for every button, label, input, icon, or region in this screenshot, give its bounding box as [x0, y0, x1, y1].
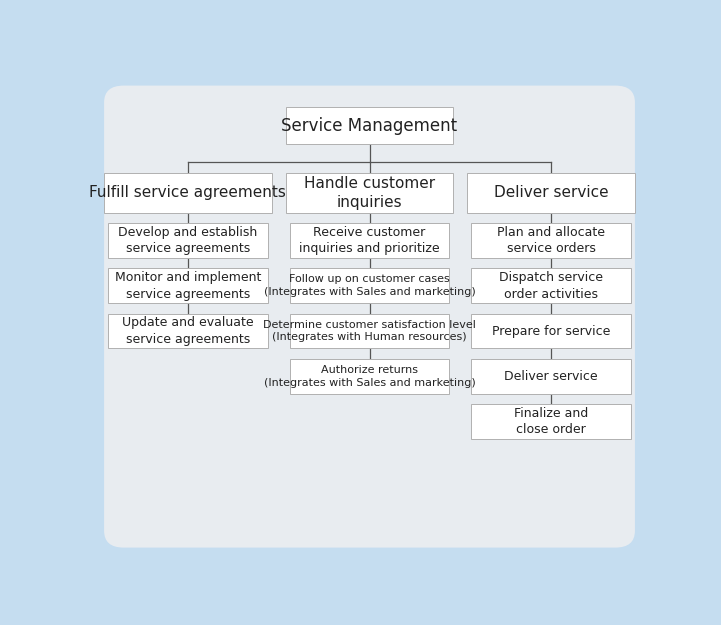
Text: Finalize and
close order: Finalize and close order [514, 407, 588, 436]
Text: Fulfill service agreements: Fulfill service agreements [89, 186, 286, 201]
FancyBboxPatch shape [290, 359, 449, 394]
Text: Prepare for service: Prepare for service [492, 324, 610, 338]
FancyBboxPatch shape [472, 223, 631, 258]
Text: Handle customer
inquiries: Handle customer inquiries [304, 176, 435, 210]
FancyBboxPatch shape [467, 173, 635, 213]
Text: Deliver service: Deliver service [504, 370, 598, 382]
Text: Update and evaluate
service agreements: Update and evaluate service agreements [122, 316, 254, 346]
FancyBboxPatch shape [472, 269, 631, 303]
Text: Dispatch service
order activities: Dispatch service order activities [499, 271, 603, 301]
FancyBboxPatch shape [104, 86, 635, 548]
FancyBboxPatch shape [108, 223, 267, 258]
FancyBboxPatch shape [108, 269, 267, 303]
FancyBboxPatch shape [290, 269, 449, 303]
FancyBboxPatch shape [286, 173, 454, 213]
FancyBboxPatch shape [104, 173, 272, 213]
FancyBboxPatch shape [290, 314, 449, 348]
Text: Follow up on customer cases
(Integrates with Sales and marketing): Follow up on customer cases (Integrates … [264, 274, 475, 298]
Text: Deliver service: Deliver service [494, 186, 609, 201]
Text: Monitor and implement
service agreements: Monitor and implement service agreements [115, 271, 261, 301]
Text: Develop and establish
service agreements: Develop and establish service agreements [118, 226, 257, 255]
Text: Service Management: Service Management [281, 116, 458, 134]
Text: Receive customer
inquiries and prioritize: Receive customer inquiries and prioritiz… [299, 226, 440, 255]
FancyBboxPatch shape [472, 404, 631, 439]
FancyBboxPatch shape [472, 314, 631, 348]
FancyBboxPatch shape [472, 359, 631, 394]
FancyBboxPatch shape [290, 223, 449, 258]
Text: Authorize returns
(Integrates with Sales and marketing): Authorize returns (Integrates with Sales… [264, 365, 475, 388]
FancyBboxPatch shape [286, 107, 454, 144]
Text: Determine customer satisfaction level
(Integrates with Human resources): Determine customer satisfaction level (I… [263, 319, 476, 342]
FancyBboxPatch shape [108, 314, 267, 348]
Text: Plan and allocate
service orders: Plan and allocate service orders [497, 226, 605, 255]
